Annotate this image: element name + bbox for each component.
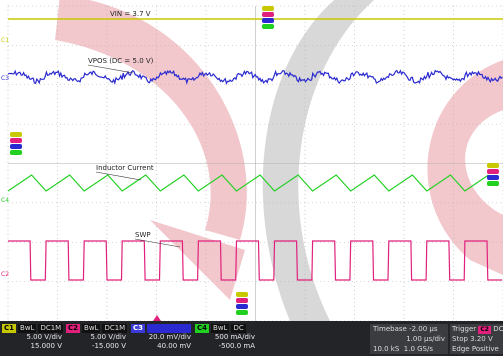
trace-c2 [8, 240, 503, 281]
channel-marker-c2: C2 [1, 271, 9, 278]
level-marker [10, 150, 22, 155]
level-marker [236, 292, 248, 297]
level-markers [10, 6, 499, 321]
level-marker [236, 298, 248, 303]
c3-tag: C3 [131, 324, 146, 333]
c3-offset: 40.00 mV [157, 342, 191, 350]
level-marker [487, 181, 499, 186]
trigger-label: Trigger [452, 325, 477, 333]
c4-coupling: DC [231, 324, 246, 333]
c3-scale: 20.0 mV/div [148, 333, 191, 341]
c1-tag: C1 [2, 324, 17, 333]
c2-settings[interactable]: C2 BwL DC1M 5.00 V/div -15.000 V [66, 324, 128, 354]
c4-offset: -500.0 mA [218, 342, 255, 350]
c1-bw: BwL [18, 324, 37, 333]
level-marker [10, 132, 22, 137]
level-marker [10, 138, 22, 143]
channel-labels: VIN = 3.7 V C1 VPOS (DC = 5.0 V) C3 Inductor… [1, 10, 181, 278]
level-marker [487, 163, 499, 168]
channel-marker-c4: C4 [1, 197, 9, 204]
trigger-coupling: DC [493, 325, 503, 333]
c1-coupling: DC1M [38, 324, 64, 333]
c1-offset: 15.000 V [30, 342, 62, 350]
trigger-panel[interactable]: Trigger C2 DC Stop 3.20 V Edge Positive [450, 324, 503, 354]
channel-marker-c3: C3 [1, 75, 9, 82]
level-marker [262, 6, 274, 11]
traces [7, 18, 503, 281]
timebase-label: Timebase [373, 325, 407, 333]
trace-label-c2: SWP [135, 231, 151, 239]
trace-label-c4: Inductor Current [96, 164, 154, 172]
c2-coupling: DC1M [102, 324, 128, 333]
c1-settings[interactable]: C1 BwL DC1M 5.00 V/div 15.000 V [2, 324, 64, 354]
trigger-type: Edge [452, 345, 470, 353]
trace-label-c3: VPOS (DC = 5.0 V) [88, 57, 154, 65]
graticule [7, 5, 503, 322]
status-bar: C1 BwL DC1M 5.00 V/div 15.000 V C2 BwL DC1M … [0, 321, 503, 356]
level-marker [236, 304, 248, 309]
level-marker [487, 169, 499, 174]
level-marker [487, 175, 499, 180]
trigger-position-marker [153, 315, 161, 321]
channel-marker-c1: C1 [1, 37, 9, 44]
trigger-source: C2 [478, 326, 491, 334]
c4-settings[interactable]: C4 BwL DC 500 mA/div -500.0 mA [195, 324, 257, 354]
c3-settings[interactable]: C3 20.0 mV/div 40.00 mV [131, 324, 193, 354]
timebase-position: -2.00 µs [409, 325, 438, 333]
label-leader [87, 64, 134, 74]
trace-label-c1: VIN = 3.7 V [110, 10, 151, 18]
label-leader [134, 238, 181, 248]
timebase-per-div: 1.00 µs/div [406, 335, 445, 343]
level-marker [262, 12, 274, 17]
c1-scale: 5.00 V/div [26, 333, 63, 341]
timebase-samples: 10.0 kS [373, 345, 400, 353]
trigger-level: 3.20 V [470, 335, 493, 343]
level-marker [236, 310, 248, 315]
c2-tag: C2 [66, 324, 81, 333]
c2-bw: BwL [82, 324, 101, 333]
level-marker [262, 18, 274, 23]
label-leader [95, 171, 142, 181]
c2-scale: 5.00 V/div [90, 333, 127, 341]
c4-tag: C4 [195, 324, 210, 333]
level-marker [10, 144, 22, 149]
timebase-panel[interactable]: Timebase -2.00 µs 1.00 µs/div 10.0 kS 1.… [370, 324, 448, 354]
c4-scale: 500 mA/div [214, 333, 255, 341]
timebase-rate: 1.0 GS/s [403, 345, 433, 353]
c2-offset: -15.000 V [91, 342, 126, 350]
trace-c4 [7, 174, 489, 192]
trigger-slope: Positive [471, 345, 499, 353]
c4-bw: BwL [211, 324, 230, 333]
trigger-mode: Stop [452, 335, 468, 343]
level-marker [262, 24, 274, 29]
trace-c3 [7, 69, 503, 86]
